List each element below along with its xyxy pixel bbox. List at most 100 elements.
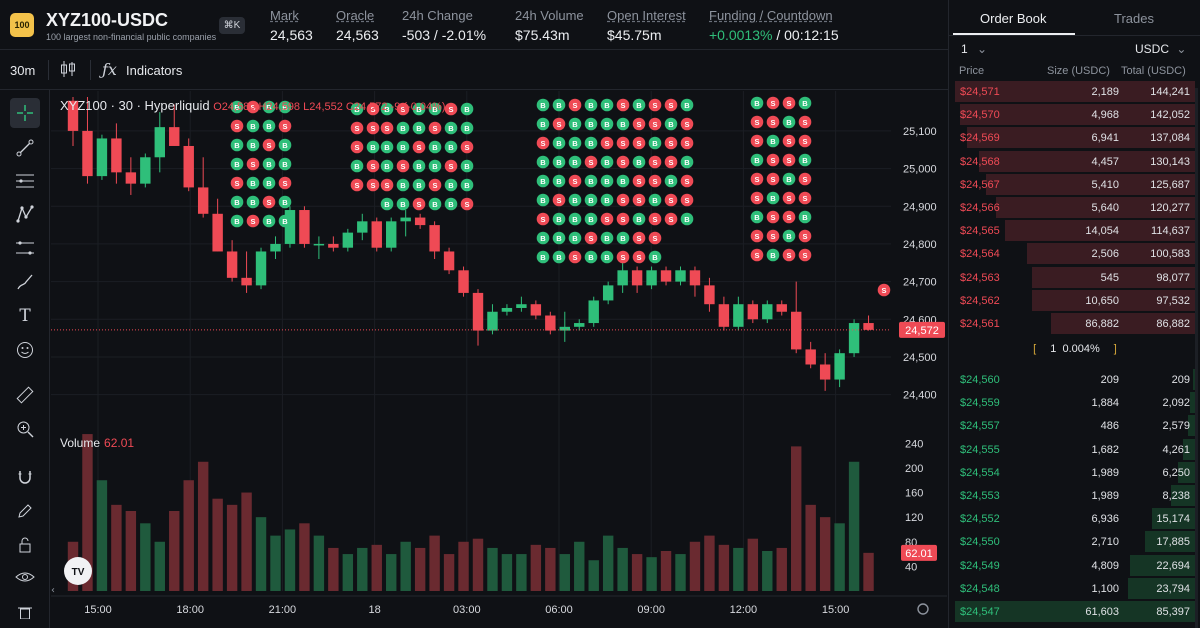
- candle-body: [313, 243, 325, 246]
- row-price: $24,549: [960, 559, 1000, 572]
- buy-marker-label: B: [448, 181, 454, 190]
- sell-marker: [584, 231, 598, 245]
- stat-open-interest-label[interactable]: Open Interest: [607, 8, 686, 23]
- ask-row[interactable]: $24,568 4,457 130,143: [955, 150, 1195, 172]
- timeframe-selector[interactable]: 30m: [10, 63, 36, 78]
- bid-row[interactable]: $24,555 1,682 4,261: [955, 438, 1195, 460]
- time-tick-label: 18: [368, 604, 380, 616]
- bid-row[interactable]: $24,560 209 209: [955, 369, 1195, 390]
- price-chart[interactable]: B S B BS B B SB B S BB S B BS B B SB B S BB S B BB SS SS BB SS SB S…: [51, 91, 947, 628]
- trend-line-icon[interactable]: [10, 133, 40, 163]
- ask-row[interactable]: $24,570 4,968 142,052: [955, 104, 1195, 126]
- bid-row[interactable]: $24,552 6,936 15,174: [955, 508, 1195, 530]
- buy-marker-label: B: [572, 196, 578, 205]
- zoom-in-icon[interactable]: [10, 414, 40, 444]
- emoji-icon[interactable]: [10, 335, 40, 365]
- ask-row[interactable]: $24,566 5,640 120,277: [955, 197, 1195, 218]
- time-tick-label: 09:00: [637, 604, 665, 616]
- command-shortcut-button[interactable]: ⌘K: [219, 17, 245, 34]
- ask-row[interactable]: $24,567 5,410 125,687: [955, 173, 1195, 195]
- buy-marker: [584, 212, 598, 226]
- grouping-selector[interactable]: 1 ⌄: [961, 42, 987, 56]
- brush-icon[interactable]: [10, 267, 40, 297]
- bid-row[interactable]: $24,548 1,100 23,794: [955, 577, 1195, 599]
- pattern-tool-icon[interactable]: [10, 199, 40, 229]
- order-book-scrollbar[interactable]: [1195, 88, 1198, 628]
- buy-marker-label: B: [400, 143, 406, 152]
- projection-tool-icon[interactable]: [10, 233, 40, 263]
- buy-marker-label: B: [282, 217, 288, 226]
- bid-row[interactable]: $24,554 1,989 6,250: [955, 461, 1195, 483]
- sell-marker: [664, 155, 678, 169]
- volume-bar: [501, 554, 513, 591]
- bid-row[interactable]: $24,549 4,809 22,694: [955, 554, 1195, 576]
- currency-selector[interactable]: USDC ⌄: [1135, 42, 1186, 56]
- stat-open-interest: Open Interest $45.75m: [607, 8, 686, 43]
- text-tool-icon[interactable]: T: [19, 306, 31, 326]
- volume-bar: [819, 517, 831, 591]
- ask-row[interactable]: $24,563 545 98,077: [955, 266, 1195, 288]
- lock-icon[interactable]: [10, 530, 40, 560]
- ask-row[interactable]: $24,561 86,882 86,882: [955, 313, 1195, 334]
- sell-marker: [278, 119, 292, 133]
- tab-trades[interactable]: Trades: [1114, 11, 1154, 26]
- buy-marker-label: B: [786, 175, 792, 184]
- buy-marker-label: B: [384, 200, 390, 209]
- sell-marker-label: S: [652, 101, 657, 110]
- buy-marker: [552, 212, 566, 226]
- indicators-button[interactable]: Indicators: [126, 63, 183, 78]
- depth-bar: [1031, 266, 1195, 288]
- ask-row[interactable]: $24,564 2,506 100,583: [955, 243, 1195, 265]
- trash-icon[interactable]: [10, 602, 40, 622]
- magnet-icon[interactable]: [10, 462, 40, 492]
- eye-icon[interactable]: [10, 562, 40, 592]
- crosshair-icon[interactable]: [10, 98, 40, 128]
- buy-marker: [246, 138, 260, 152]
- stat-mark-label[interactable]: Mark: [270, 8, 299, 23]
- horizontal-lines-icon[interactable]: [10, 166, 40, 196]
- buy-marker-label: B: [604, 158, 610, 167]
- bid-row[interactable]: $24,559 1,884 2,092: [955, 392, 1195, 414]
- volume-tick-label: 40: [905, 561, 917, 573]
- buy-marker-label: B: [588, 177, 594, 186]
- tab-order-book[interactable]: Order Book: [980, 11, 1047, 26]
- ask-row[interactable]: $24,569 6,941 137,084: [955, 127, 1195, 149]
- ruler-icon[interactable]: [10, 380, 40, 410]
- candle-style-icon[interactable]: [60, 60, 76, 83]
- row-total: 144,241: [1150, 86, 1190, 98]
- row-price: $24,552: [960, 513, 1000, 526]
- sell-marker: [680, 193, 694, 207]
- sell-marker-label: S: [684, 139, 689, 148]
- sell-marker: [350, 121, 364, 135]
- order-book-panel: Order Book Trades 1 ⌄ USDC ⌄ Price Size …: [948, 0, 1200, 628]
- bid-row[interactable]: $24,547 61,603 85,397: [955, 601, 1195, 622]
- buy-marker: [380, 140, 394, 154]
- buy-marker-label: B: [354, 162, 360, 171]
- bid-row[interactable]: $24,557 486 2,579: [955, 415, 1195, 437]
- sell-marker: [798, 248, 812, 262]
- time-tick-label: 03:00: [453, 604, 481, 616]
- sell-marker-label: S: [370, 162, 375, 171]
- bid-row[interactable]: $24,553 1,989 8,238: [955, 485, 1195, 506]
- candle-body: [183, 145, 194, 188]
- sell-marker: [680, 117, 694, 131]
- bid-row[interactable]: $24,550 2,710 17,885: [955, 531, 1195, 553]
- price-tick-label: 24,700: [903, 277, 937, 289]
- buy-marker-label: B: [540, 196, 546, 205]
- sell-marker-label: S: [620, 139, 625, 148]
- buy-marker: [536, 98, 550, 112]
- ask-row[interactable]: $24,571 2,189 144,241: [955, 81, 1195, 102]
- buy-marker: [552, 231, 566, 245]
- stat-funding-label[interactable]: Funding / Countdown: [709, 8, 833, 23]
- buy-marker-label: B: [684, 158, 690, 167]
- volume-bar: [284, 529, 296, 591]
- ask-row[interactable]: $24,562 10,650 97,532: [955, 289, 1195, 311]
- market-symbol-selector[interactable]: XYZ100-USDC: [46, 10, 169, 30]
- ask-row[interactable]: $24,565 14,054 114,637: [955, 220, 1195, 242]
- buy-marker-label: B: [556, 253, 562, 262]
- lock-drawing-pencil-icon[interactable]: [10, 496, 40, 526]
- stat-oracle-label[interactable]: Oracle: [336, 8, 375, 23]
- funding-countdown: / 00:12:15: [772, 27, 839, 43]
- indicators-icon[interactable]: ƒx: [102, 60, 117, 79]
- sell-marker: [536, 212, 550, 226]
